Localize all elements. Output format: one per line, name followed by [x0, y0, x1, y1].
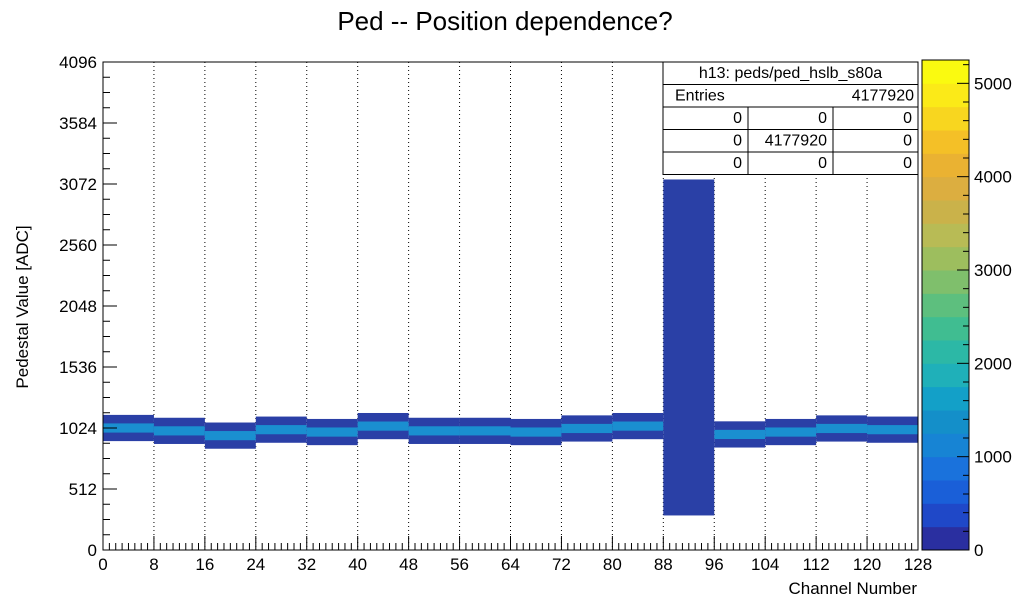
colorbar-cell — [922, 83, 969, 108]
x-tick-label: 88 — [654, 555, 673, 574]
x-tick-label: 104 — [751, 555, 779, 574]
y-tick-label: 512 — [69, 480, 97, 499]
colorbar-cell — [922, 60, 969, 84]
colorbar-cell — [922, 456, 969, 481]
colorbar-cell — [922, 176, 969, 201]
x-axis-title: Channel Number — [788, 579, 917, 598]
y-axis-title: Pedestal Value [ADC] — [13, 225, 32, 388]
x-tick-label: 72 — [552, 555, 571, 574]
colorbar-cell — [922, 200, 969, 224]
pedestal-band-core — [765, 427, 817, 437]
colorbar-tick-label: 0 — [974, 541, 983, 560]
colorbar-tick-label: 3000 — [974, 261, 1012, 280]
x-tick-label: 32 — [297, 555, 316, 574]
pedestal-band-core — [306, 427, 358, 437]
x-tick-label: 112 — [803, 555, 830, 574]
noisy-channel-block — [663, 179, 715, 516]
y-tick-label: 3584 — [59, 114, 97, 133]
colorbar-cell — [922, 246, 969, 271]
x-tick-label: 56 — [450, 555, 469, 574]
y-tick-label: 0 — [88, 541, 97, 560]
stats-cell: 4177920 — [765, 133, 827, 150]
x-tick-label: 16 — [195, 555, 214, 574]
x-tick-label: 96 — [705, 555, 724, 574]
colorbar-tick-label: 5000 — [974, 74, 1012, 93]
y-tick-label: 3072 — [59, 175, 97, 194]
stats-cell: 0 — [903, 110, 912, 127]
y-tick-label: 2048 — [59, 297, 97, 316]
pedestal-band-core — [357, 421, 409, 431]
pedestal-band-core — [204, 431, 256, 441]
stats-entries-value: 4177920 — [852, 88, 914, 105]
colorbar-cell — [922, 223, 969, 248]
pedestal-band-core — [153, 426, 205, 436]
colorbar-cell — [922, 293, 969, 318]
stats-cell: 0 — [733, 110, 742, 127]
colorbar-cell — [922, 386, 969, 411]
pedestal-band-core — [103, 423, 154, 433]
x-tick-label: 64 — [501, 555, 520, 574]
x-tick-label: 120 — [853, 555, 881, 574]
y-tick-label: 4096 — [59, 53, 97, 72]
x-tick-label: 24 — [246, 555, 265, 574]
x-tick-label: 8 — [149, 555, 158, 574]
pedestal-band-core — [612, 421, 664, 431]
colorbar-cell — [922, 316, 969, 341]
pedestal-band-core — [408, 426, 460, 436]
colorbar: 0 1000 2000 3000 4000 5000 — [921, 59, 1012, 560]
pedestal-band-core — [510, 427, 562, 437]
colorbar-cell — [922, 503, 969, 528]
colorbar-frame — [921, 59, 970, 551]
colorbar-cell — [922, 130, 969, 154]
x-tick-label: 40 — [348, 555, 367, 574]
plot-area: 0 8 16 24 32 40 48 56 64 72 80 88 96 104 112 120 128 0 512… — [59, 53, 932, 574]
y-tick-label: 2560 — [59, 236, 97, 255]
pedestal-band-core — [714, 429, 766, 440]
stats-cell: 0 — [733, 133, 742, 150]
x-tick-label: 0 — [98, 555, 107, 574]
y-tick-label: 1536 — [59, 358, 97, 377]
colorbar-cell — [922, 526, 969, 551]
pedestal-band-core — [867, 425, 918, 435]
colorbar-cell — [922, 363, 969, 388]
stats-entries-label: Entries — [675, 88, 725, 105]
colorbar-cell — [922, 480, 969, 504]
colorbar-cell — [922, 433, 969, 458]
pedestal-band-core — [816, 423, 868, 434]
colorbar-cell — [922, 153, 969, 178]
colorbar-cell — [922, 410, 969, 434]
pedestal-band-core — [459, 426, 511, 436]
pedestal-band-core — [561, 423, 613, 434]
colorbar-tick-label: 4000 — [974, 168, 1012, 187]
x-tick-label: 48 — [399, 555, 418, 574]
colorbar-cell — [922, 106, 969, 131]
colorbar-tick-label: 1000 — [974, 448, 1012, 467]
pedestal-band-core — [255, 425, 307, 435]
stats-cell: 0 — [818, 155, 827, 172]
x-tick-label: 80 — [603, 555, 622, 574]
stats-cell: 0 — [903, 155, 912, 172]
stats-cell: 0 — [903, 133, 912, 150]
colorbar-cell — [922, 270, 969, 294]
x-tick-label: 128 — [904, 555, 932, 574]
colorbar-cell — [922, 340, 969, 364]
stats-cell: 0 — [733, 155, 742, 172]
stats-box: h13: peds/ped_hslb_s80a Entries 4177920 0 0 0… — [662, 61, 919, 175]
stats-background — [662, 61, 919, 175]
colorbar-tick-label: 2000 — [974, 354, 1012, 373]
y-tick-label: 1024 — [59, 419, 97, 438]
chart-title: Ped -- Position dependence? — [337, 6, 672, 36]
stats-title: h13: peds/ped_hslb_s80a — [699, 65, 882, 82]
stats-cell: 0 — [818, 110, 827, 127]
